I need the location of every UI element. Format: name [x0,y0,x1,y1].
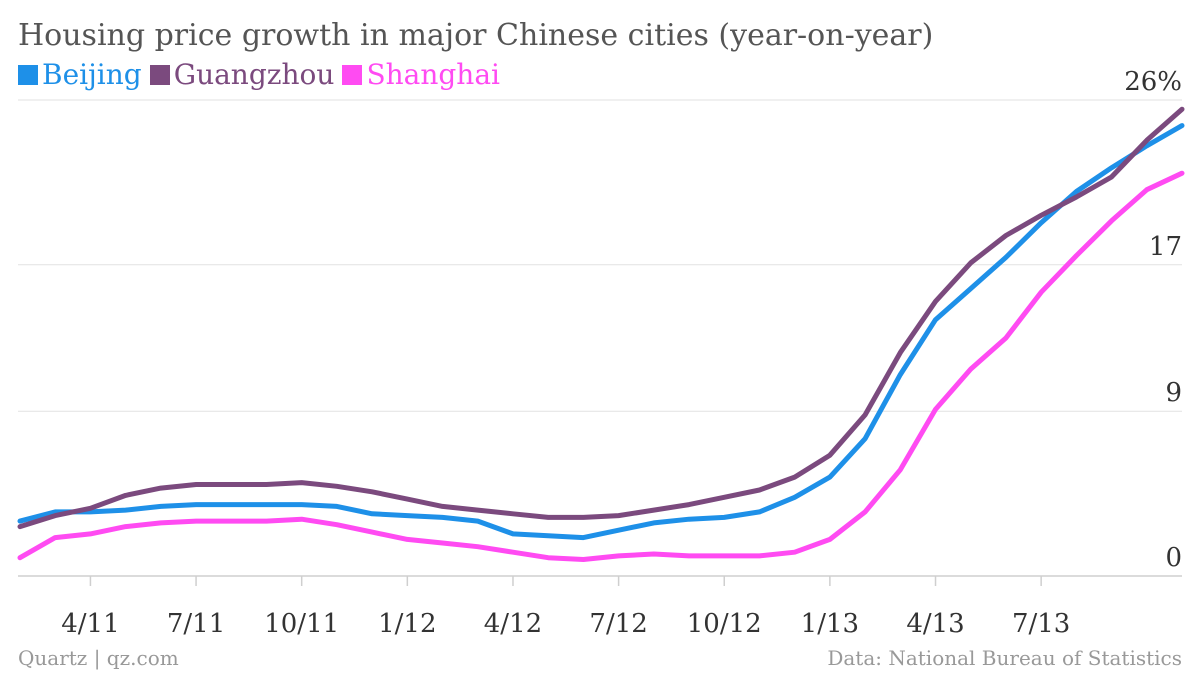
x-tick-label-4-11: 4/11 [61,609,119,639]
series-line-shanghai [17,170,1185,562]
x-tick-label-10-11: 10/11 [264,609,339,639]
legend-item-beijing: Beijing [18,58,142,91]
series-line-beijing [17,123,1185,541]
x-tick-label-10-12: 10/12 [687,609,762,639]
legend: Beijing Guangzhou Shanghai [18,58,508,91]
y-tick-label-17: 17 [1149,232,1182,262]
x-tick-label-1-12: 1/12 [378,609,436,639]
legend-label-guangzhou: Guangzhou [173,58,335,91]
y-tick-label-9: 9 [1165,378,1182,408]
data-source: Data: National Bureau of Statistics [827,646,1182,670]
legend-label-shanghai: Shanghai [366,58,500,91]
legend-swatch-guangzhou [149,64,170,85]
x-tick-label-1-13: 1/13 [801,609,859,639]
legend-label-beijing: Beijing [42,58,142,91]
x-tick-label-7-11: 7/11 [167,609,225,639]
legend-swatch-shanghai [342,64,363,85]
y-tick-label-26: 26% [1124,67,1182,97]
x-tick-label-4-12: 4/12 [484,609,542,639]
legend-item-guangzhou: Guangzhou [149,58,335,91]
x-tick-label-4-13: 4/13 [906,609,964,639]
chart-title: Housing price growth in major Chinese ci… [18,18,934,53]
x-tick-label-7-13: 7/13 [1012,609,1070,639]
y-tick-label-0: 0 [1165,543,1182,573]
x-tick-label-7-12: 7/12 [589,609,647,639]
series-line-guangzhou [17,106,1185,530]
legend-item-shanghai: Shanghai [342,58,500,91]
legend-swatch-beijing [18,64,38,85]
source-credit: Quartz | qz.com [18,646,179,670]
